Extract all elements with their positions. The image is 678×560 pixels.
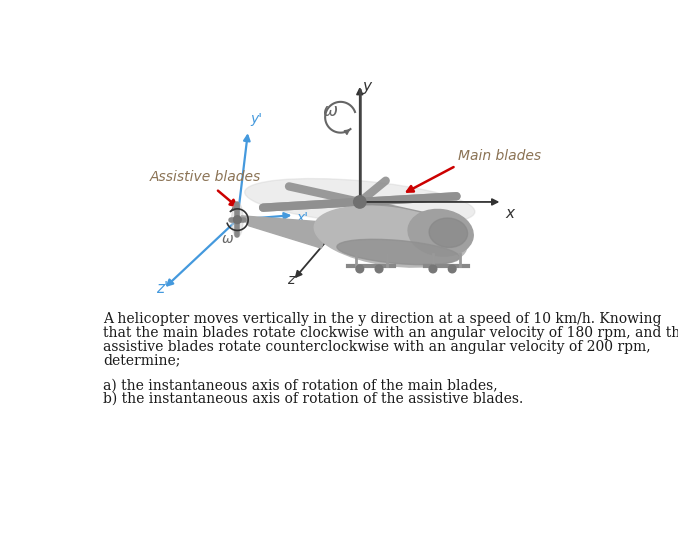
Ellipse shape [408,209,473,256]
Circle shape [233,216,241,223]
Circle shape [356,265,363,273]
Ellipse shape [232,202,243,237]
Text: determine;: determine; [103,354,181,368]
Ellipse shape [429,218,468,248]
Circle shape [354,196,366,208]
Text: y': y' [250,113,262,127]
Text: Main blades: Main blades [458,148,541,162]
Text: b) the instantaneous axis of rotation of the assistive blades.: b) the instantaneous axis of rotation of… [103,392,523,406]
Text: z': z' [156,281,168,296]
Text: that the main blades rotate clockwise with an angular velocity of 180 rpm, and t: that the main blades rotate clockwise wi… [103,326,678,340]
Ellipse shape [245,179,475,225]
Text: A helicopter moves vertically in the y direction at a speed of 10 km/h. Knowing: A helicopter moves vertically in the y d… [103,312,662,326]
Text: a) the instantaneous axis of rotation of the main blades,: a) the instantaneous axis of rotation of… [103,379,498,392]
Text: assistive blades rotate counterclockwise with an angular velocity of 200 rpm,: assistive blades rotate counterclockwise… [103,340,651,354]
Text: x': x' [297,211,308,225]
Text: y: y [363,79,372,94]
Text: z: z [287,273,294,287]
Text: $\omega$: $\omega$ [221,232,234,246]
Text: x: x [505,206,515,221]
Circle shape [375,265,383,273]
Circle shape [448,265,456,273]
Text: $\omega$: $\omega$ [322,102,338,120]
Circle shape [429,265,437,273]
Ellipse shape [337,239,460,265]
Polygon shape [241,216,333,248]
Text: Assistive blades: Assistive blades [150,170,261,184]
Ellipse shape [314,206,467,267]
